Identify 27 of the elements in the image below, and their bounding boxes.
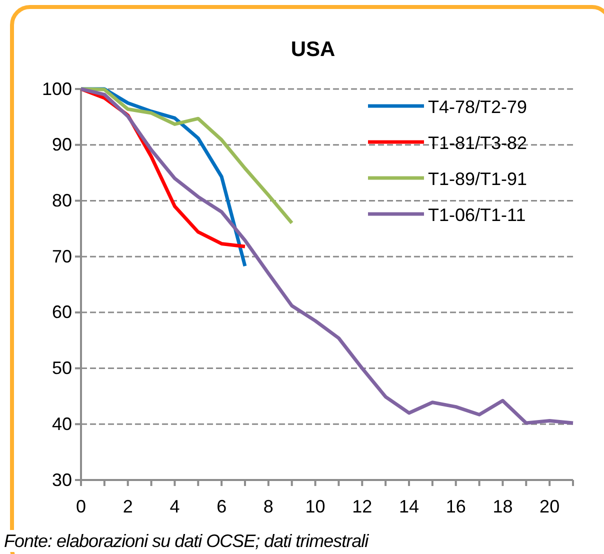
legend-label: T1-89/T1-91 (428, 169, 528, 189)
y-tick-label: 90 (52, 134, 72, 155)
legend-label: T1-06/T1-11 (428, 205, 526, 225)
x-tick-label: 0 (76, 496, 86, 516)
x-tick-label: 16 (446, 496, 466, 516)
y-tick-label: 40 (52, 414, 72, 434)
y-tick-label: 50 (52, 358, 72, 378)
legend-label: T4-78/T2-79 (428, 97, 528, 117)
chart-title: USA (290, 38, 336, 61)
source-note: Fonte: elaborazioni su dati OCSE; dati trimestrali (4, 531, 370, 551)
y-tick-label: 100 (42, 78, 72, 99)
x-tick-label: 20 (540, 496, 560, 516)
x-tick-label: 12 (352, 496, 372, 516)
x-tick-label: 6 (216, 496, 227, 516)
y-tick-label: 70 (52, 246, 72, 266)
y-tick-label: 30 (52, 470, 72, 490)
x-tick-label: 8 (263, 496, 274, 516)
line-series (79, 87, 575, 425)
x-tick-label: 14 (398, 496, 420, 516)
legend-label: T1-81/T3-82 (428, 133, 528, 153)
line-series (79, 87, 294, 225)
y-tick-label: 80 (52, 190, 72, 210)
x-tick-label: 4 (170, 496, 180, 516)
x-tick-label: 10 (305, 496, 326, 516)
x-tick-label: 18 (492, 496, 513, 516)
x-tick-label: 2 (122, 496, 133, 516)
y-tick-label: 60 (52, 302, 72, 322)
